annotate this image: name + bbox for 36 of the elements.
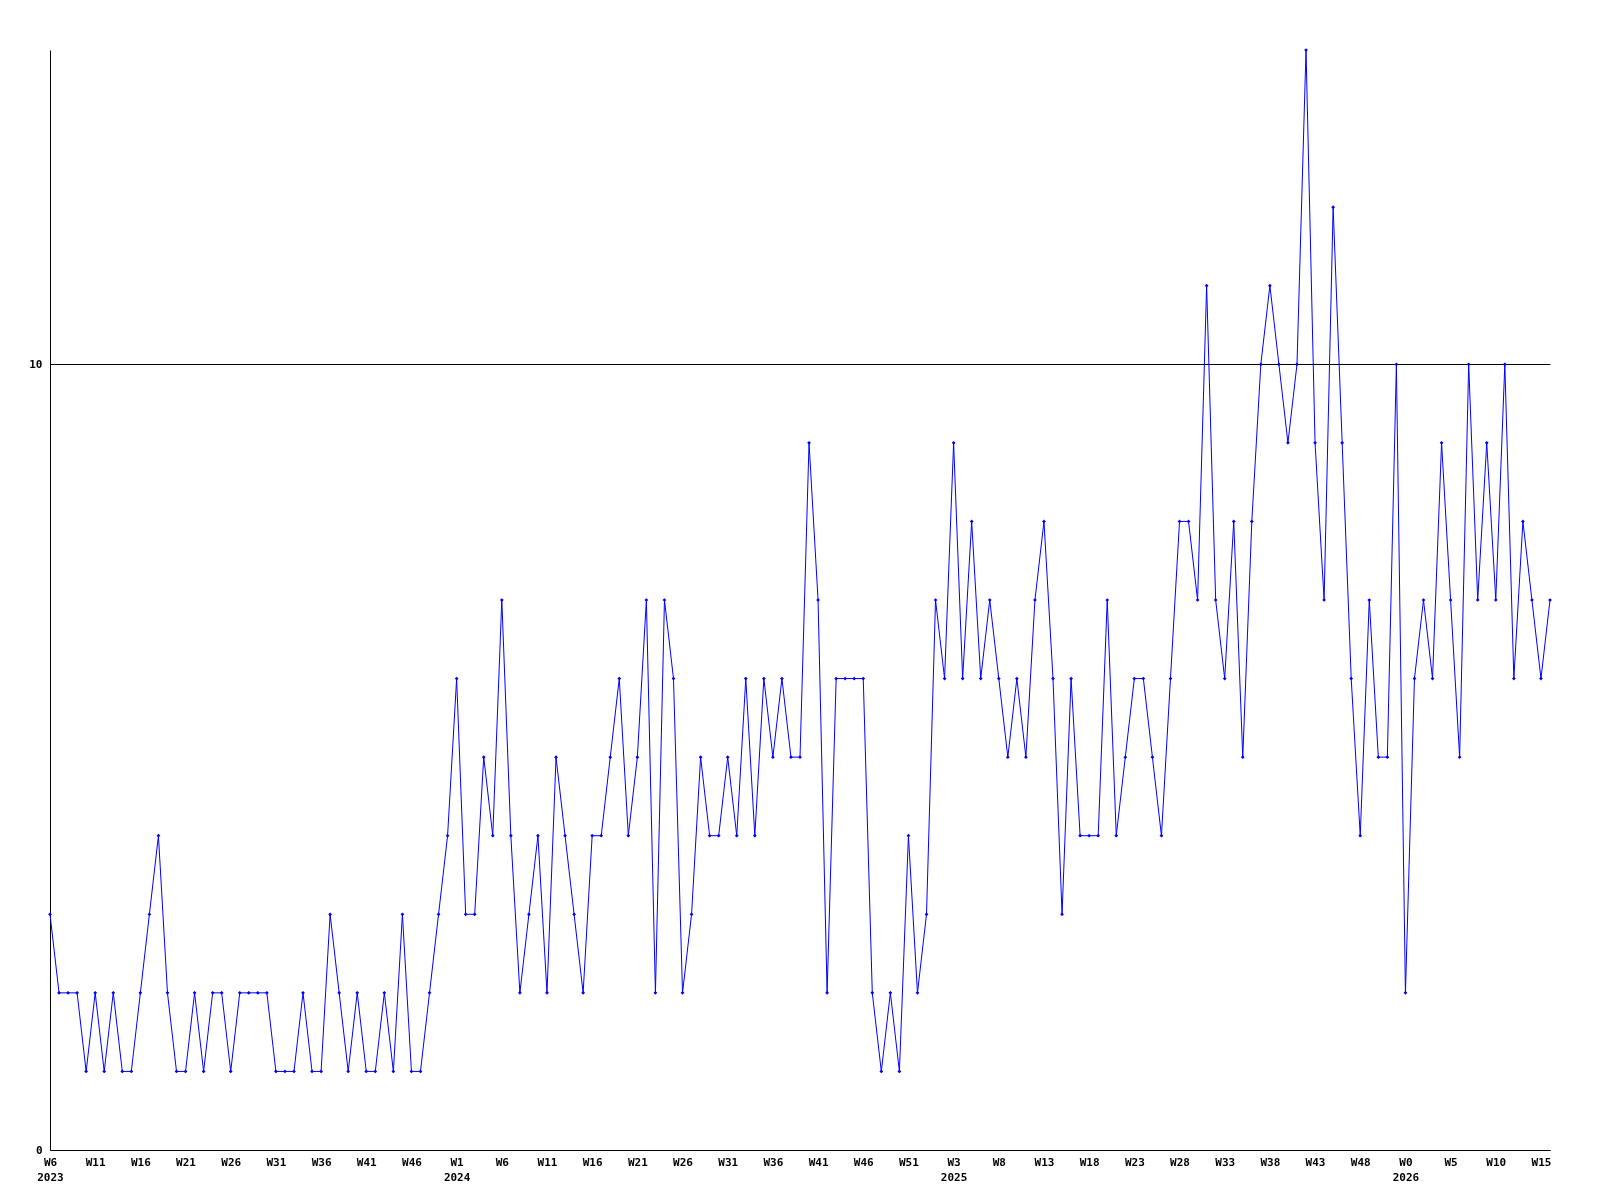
x-tick-label: W5 — [1444, 1155, 1458, 1169]
x-tick-label: W41 — [808, 1155, 829, 1169]
x-tick-label: W3 2025 — [940, 1155, 968, 1184]
y-tick-label: 10 — [29, 357, 43, 371]
x-tick-label: W31 — [266, 1155, 287, 1169]
x-tick-label: W46 — [853, 1155, 875, 1169]
x-tick-label: W18 — [1079, 1155, 1100, 1169]
x-tick-label: W1 2024 — [443, 1155, 471, 1184]
x-tick-label: W38 — [1260, 1155, 1281, 1169]
x-tick-label: W43 — [1305, 1155, 1326, 1169]
x-tick-label: W10 — [1486, 1155, 1507, 1169]
x-tick-label: W16 — [130, 1155, 152, 1169]
x-tick-label: W13 — [1034, 1155, 1055, 1169]
x-tick-label: W6 2023 — [37, 1155, 64, 1184]
x-tick-label: W48 — [1350, 1155, 1371, 1169]
x-tick-label: W15 — [1531, 1155, 1552, 1169]
x-tick-label: W11 — [537, 1155, 558, 1169]
x-tick-label: W0 2026 — [1392, 1155, 1420, 1184]
x-tick-label: W51 — [899, 1155, 920, 1169]
x-tick-label: W23 — [1124, 1155, 1145, 1169]
x-tick-label: W41 — [356, 1155, 378, 1169]
x-tick-label: W26 — [673, 1155, 694, 1169]
x-tick-label: W46 — [402, 1155, 423, 1169]
x-tick-label: W8 — [992, 1155, 1006, 1169]
y-tick-label: 0 — [35, 1143, 43, 1157]
x-tick-label: W16 — [582, 1155, 603, 1169]
x-tick-label: W31 — [718, 1155, 739, 1169]
x-tick-label: W11 — [85, 1155, 106, 1169]
x-tick-label: W21 — [627, 1155, 649, 1169]
x-tick-label: W21 — [176, 1155, 197, 1169]
x-tick-label: W26 — [221, 1155, 242, 1169]
x-tick-label: W36 — [763, 1155, 784, 1169]
x-tick-label: W36 — [311, 1155, 332, 1169]
x-tick-label: W6 — [495, 1155, 510, 1169]
x-tick-label: W33 — [1215, 1155, 1236, 1169]
x-tick-label: W28 — [1170, 1155, 1190, 1169]
